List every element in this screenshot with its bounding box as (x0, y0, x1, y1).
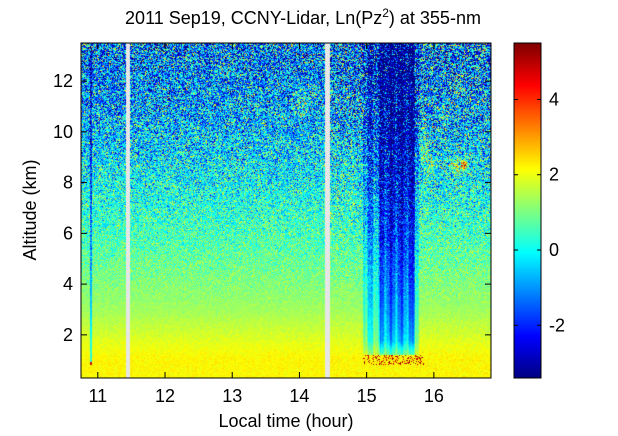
x-axis-label: Local time (hour) (218, 411, 353, 431)
y-tick-label: 6 (63, 223, 73, 243)
y-tick-label: 10 (53, 122, 73, 142)
y-tick-label: 12 (53, 71, 73, 91)
x-tick-label: 16 (424, 386, 444, 406)
colorbar-axis: -2 0 2 4 (514, 89, 565, 335)
y-axis: 2 4 6 8 10 12 (53, 71, 491, 345)
colorbar-tick-label: 0 (549, 240, 559, 260)
plot-frame (80, 42, 492, 379)
y-tick-label: 2 (63, 325, 73, 345)
colorbar-frame (513, 42, 542, 379)
colorbar-tick-label: 4 (549, 89, 559, 109)
heatmap-plot-area (81, 43, 491, 378)
y-tick-label: 4 (63, 274, 73, 294)
colorbar-tick-label: -2 (549, 315, 565, 335)
chart-title: 2011 Sep19, CCNY-Lidar, Ln(Pz2) at 355-n… (125, 6, 481, 28)
colorbar (514, 43, 541, 378)
x-tick-label: 12 (155, 386, 175, 406)
y-axis-label: Altitude (km) (20, 159, 40, 260)
y-tick-label: 8 (63, 173, 73, 193)
x-tick-label: 15 (357, 386, 377, 406)
x-axis: 11 12 13 14 15 16 (88, 43, 444, 406)
colorbar-tick-label: 2 (549, 165, 559, 185)
x-tick-label: 14 (289, 386, 309, 406)
x-tick-label: 11 (88, 386, 107, 406)
x-tick-label: 13 (222, 386, 242, 406)
